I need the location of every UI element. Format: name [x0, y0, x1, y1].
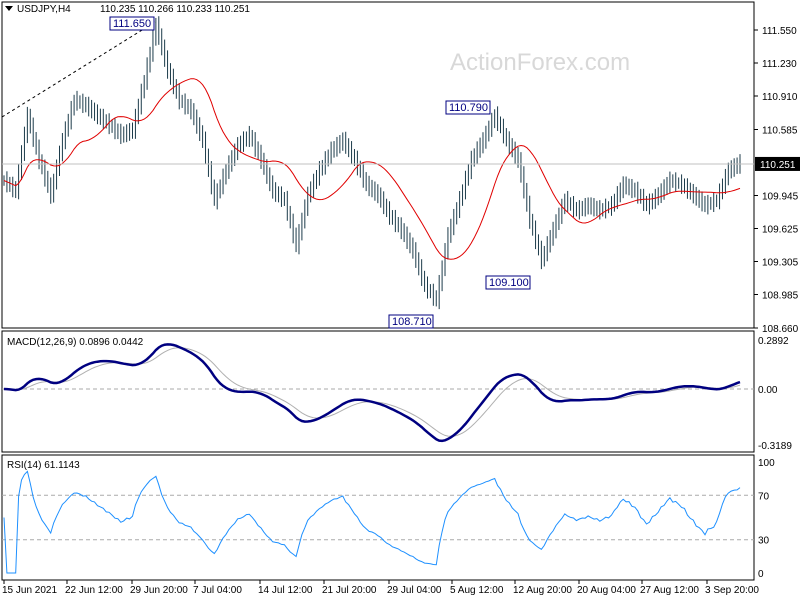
ohlc-header: 110.235 110.266 110.233 110.251	[100, 4, 250, 15]
time-tick-label: 3 Sep 20:00	[705, 585, 759, 596]
time-tick-label: 5 Aug 12:00	[450, 585, 504, 596]
price-tick-label: 109.945	[762, 191, 799, 202]
time-tick-label: 22 Jun 12:00	[65, 585, 123, 596]
rsi-tick-label: 70	[758, 491, 770, 502]
price-tick-label: 108.985	[762, 290, 799, 301]
time-tick-label: 20 Aug 04:00	[577, 585, 636, 596]
macd-tick-label: 0.00	[758, 385, 778, 396]
price-annotation-box	[485, 275, 531, 290]
price-tick-label: 110.910	[762, 92, 798, 103]
price-tick-label: 109.625	[762, 224, 799, 235]
time-tick-label: 29 Jul 04:00	[387, 585, 442, 596]
macd-tick-label: 0.2892	[758, 336, 789, 347]
price-annotation: 109.100	[489, 277, 529, 289]
price-tick-label: 111.550	[762, 26, 797, 37]
time-tick-label: 14 Jul 12:00	[258, 585, 313, 596]
current-price-label: 110.251	[760, 160, 796, 171]
macd-line	[3, 343, 741, 443]
price-annotation: 108.710	[392, 316, 432, 328]
price-tick-label: 110.585	[762, 126, 798, 137]
price-annotation-box	[445, 100, 491, 115]
watermark: ActionForex.com	[450, 49, 630, 76]
symbol-title: USDJPY,H4	[17, 4, 71, 15]
trendline	[1, 21, 156, 118]
price-annotation-box	[388, 314, 434, 329]
moving-average-line	[3, 78, 741, 260]
price-annotation: 110.790	[449, 102, 488, 114]
price-tick-label: 111.230	[762, 59, 797, 70]
price-annotation-box	[109, 16, 155, 31]
time-tick-label: 21 Jul 20:00	[322, 585, 377, 596]
macd-panel	[1, 330, 755, 453]
time-tick-label: 15 Jun 2021	[2, 585, 57, 596]
macd-title: MACD(12,26,9) 0.0896 0.0442	[7, 337, 144, 348]
rsi-tick-label: 100	[758, 458, 775, 469]
rsi-tick-label: 30	[758, 536, 770, 547]
rsi-line	[3, 470, 741, 574]
rsi-tick-label: 0	[758, 569, 764, 580]
time-tick-label: 27 Aug 12:00	[640, 585, 699, 596]
rsi-panel	[1, 454, 755, 581]
rsi-title: RSI(14) 61.1143	[7, 460, 80, 471]
price-tick-label: 108.660	[762, 324, 799, 335]
time-tick-label: 7 Jul 04:00	[193, 585, 242, 596]
dropdown-triangle-icon[interactable]	[5, 6, 13, 11]
macd-tick-label: -0.3189	[758, 441, 792, 452]
time-tick-label: 12 Aug 20:00	[513, 585, 572, 596]
time-tick-label: 29 Jun 20:00	[130, 585, 188, 596]
price-annotation: 111.650	[113, 18, 151, 30]
main-panel	[1, 1, 755, 329]
price-tick-label: 109.305	[762, 257, 799, 268]
current-price-box	[755, 156, 800, 171]
